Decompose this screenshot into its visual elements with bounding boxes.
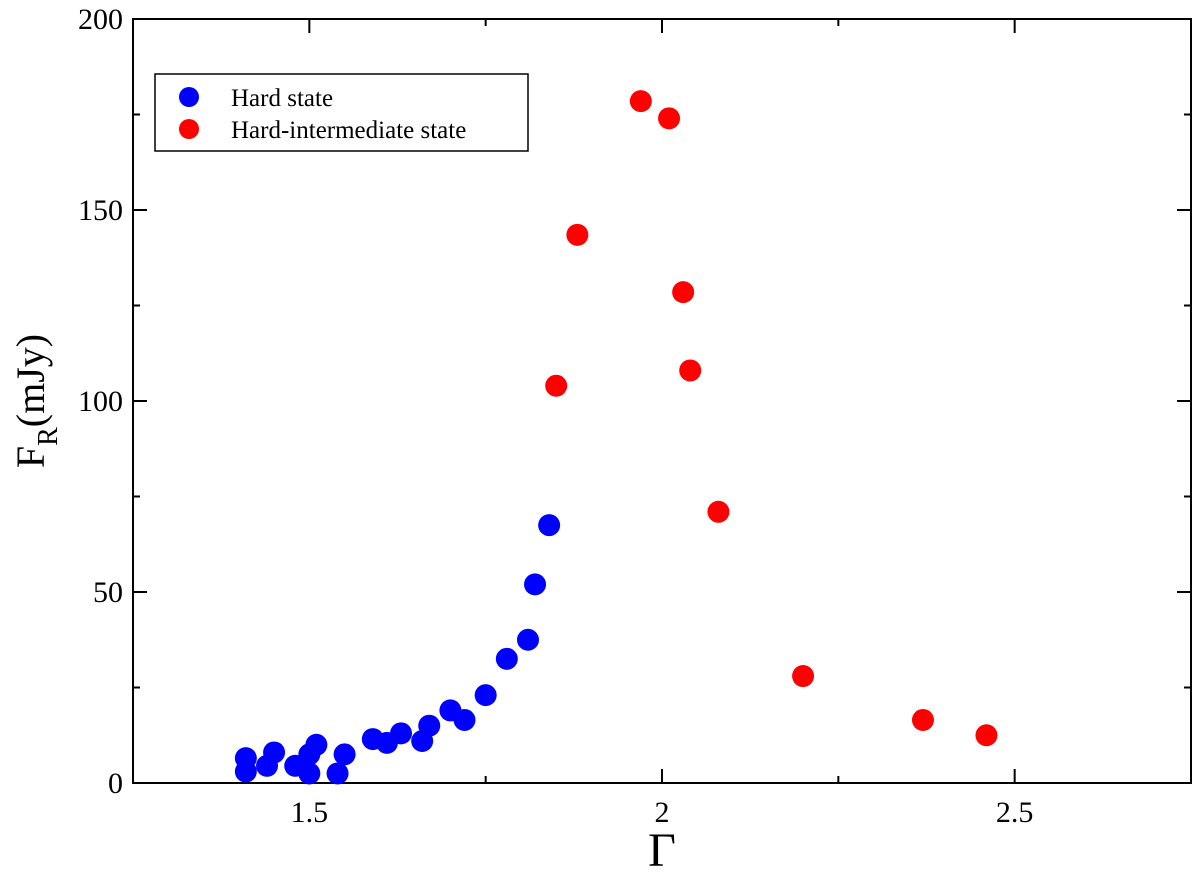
data-point — [679, 359, 702, 382]
x-tick-label: 2 — [655, 796, 670, 829]
legend-marker-hard-state — [179, 87, 199, 107]
y-tick-label: 200 — [78, 3, 123, 36]
data-point — [629, 90, 652, 113]
data-point — [792, 665, 815, 688]
legend-marker-hard-intermediate-state — [179, 119, 199, 139]
series-hard-intermediate-state — [545, 90, 998, 747]
data-point — [566, 223, 589, 246]
data-point — [538, 514, 561, 537]
data-point — [911, 708, 934, 731]
x-tick-label: 2.5 — [996, 796, 1034, 829]
data-point — [234, 760, 257, 783]
legend-label-hard-state: Hard state — [231, 85, 333, 112]
axis-ticks: 1.5 2 2.5 0 50 100 150 200 — [78, 3, 1192, 829]
data-point — [672, 281, 695, 304]
data-point — [326, 762, 349, 785]
data-points — [234, 90, 998, 785]
data-point — [495, 647, 518, 670]
data-point — [390, 722, 413, 745]
data-point — [418, 714, 441, 737]
data-point — [975, 724, 998, 747]
data-point — [474, 684, 497, 707]
legend-box — [154, 73, 529, 152]
data-point — [263, 741, 286, 764]
data-point — [545, 374, 568, 397]
legend-label-hard-intermediate-state: Hard-intermediate state — [231, 117, 466, 144]
data-point — [524, 573, 547, 596]
data-point — [658, 107, 681, 130]
y-tick-label: 50 — [93, 576, 123, 609]
data-point — [707, 500, 730, 523]
y-axis-title: FR(mJy) — [8, 334, 64, 468]
y-tick-label: 100 — [78, 385, 123, 418]
x-tick-label: 1.5 — [291, 796, 329, 829]
y-tick-label: 0 — [108, 767, 123, 800]
data-point — [516, 628, 539, 651]
data-point — [453, 708, 476, 731]
data-point — [305, 733, 328, 756]
x-axis-title: Γ — [648, 824, 676, 874]
data-point — [298, 762, 321, 785]
y-tick-label: 150 — [78, 194, 123, 227]
series-hard-state — [234, 514, 561, 785]
data-point — [333, 743, 356, 766]
legend: Hard state Hard-intermediate state — [154, 73, 529, 152]
